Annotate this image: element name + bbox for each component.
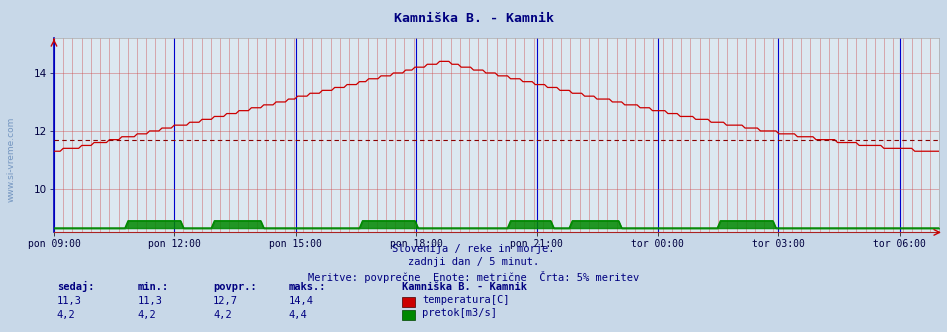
Text: Meritve: povprečne  Enote: metrične  Črta: 5% meritev: Meritve: povprečne Enote: metrične Črta:… <box>308 271 639 283</box>
Text: zadnji dan / 5 minut.: zadnji dan / 5 minut. <box>408 257 539 267</box>
Text: 11,3: 11,3 <box>137 296 162 306</box>
Text: 4,2: 4,2 <box>213 310 232 320</box>
Text: povpr.:: povpr.: <box>213 283 257 292</box>
Text: sedaj:: sedaj: <box>57 282 95 292</box>
Text: Slovenija / reke in morje.: Slovenija / reke in morje. <box>392 244 555 254</box>
Text: pretok[m3/s]: pretok[m3/s] <box>422 308 497 318</box>
Text: 4,2: 4,2 <box>57 310 76 320</box>
Text: Kamniška B. - Kamnik: Kamniška B. - Kamnik <box>394 12 553 25</box>
Text: 4,4: 4,4 <box>289 310 308 320</box>
Text: 14,4: 14,4 <box>289 296 313 306</box>
Text: 4,2: 4,2 <box>137 310 156 320</box>
Text: min.:: min.: <box>137 283 169 292</box>
Text: 11,3: 11,3 <box>57 296 81 306</box>
Text: www.si-vreme.com: www.si-vreme.com <box>7 117 16 202</box>
Text: 12,7: 12,7 <box>213 296 238 306</box>
Text: maks.:: maks.: <box>289 283 327 292</box>
Text: temperatura[C]: temperatura[C] <box>422 295 509 305</box>
Text: Kamniška B. - Kamnik: Kamniška B. - Kamnik <box>402 283 527 292</box>
